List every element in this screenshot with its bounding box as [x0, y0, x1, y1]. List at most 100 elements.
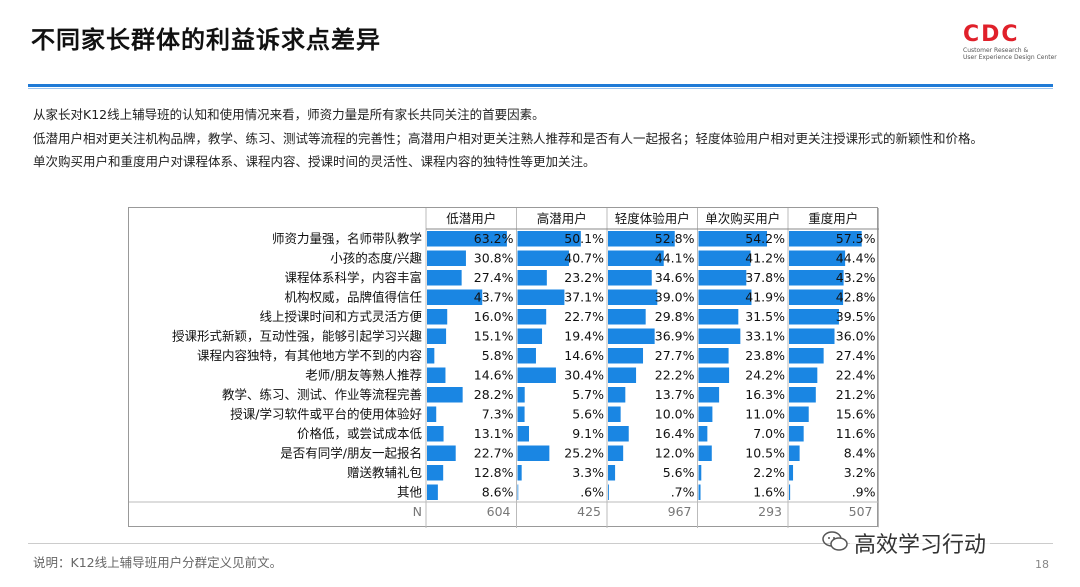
data-label: 9.1% [572, 426, 604, 441]
bar [517, 484, 519, 500]
data-label: 57.5% [836, 231, 876, 246]
data-label: 50.1% [564, 231, 604, 246]
row-label: 其他 [397, 485, 423, 500]
bar [608, 309, 646, 325]
bar [608, 348, 644, 364]
data-label: 30.8% [474, 251, 514, 266]
bar [698, 348, 729, 364]
page-title: 不同家长群体的利益诉求点差异 [31, 26, 381, 54]
data-label: 14.6% [474, 368, 514, 383]
n-value: 604 [487, 504, 511, 519]
bar [517, 445, 550, 461]
data-label: 11.6% [836, 426, 876, 441]
row-label: 师资力量强，名师带队教学 [272, 231, 422, 246]
row-label: 授课形式新颖，互动性强，能够引起学习兴趣 [172, 329, 423, 344]
bar [789, 406, 809, 422]
data-label: 24.2% [745, 368, 785, 383]
data-label: 34.6% [655, 270, 695, 285]
bar [427, 484, 438, 500]
bar [698, 231, 768, 247]
data-label: 22.7% [564, 309, 604, 324]
bar [698, 270, 747, 286]
column-header: 低潜用户 [446, 211, 496, 226]
data-label: 10.0% [655, 407, 695, 422]
data-label: 39.5% [836, 309, 876, 324]
data-label: 44.4% [836, 251, 876, 266]
data-label: 28.2% [474, 387, 514, 402]
bar [698, 484, 701, 500]
bar [698, 445, 712, 461]
bar [608, 328, 655, 344]
bar [789, 250, 846, 266]
bar [517, 367, 556, 383]
header-divider-thin [28, 88, 1053, 89]
data-label: 52.8% [655, 231, 695, 246]
data-label: 23.8% [745, 348, 785, 363]
data-label: 41.9% [745, 290, 785, 305]
bar [789, 484, 791, 500]
bar [517, 406, 525, 422]
bar [789, 426, 804, 442]
bar [789, 231, 862, 247]
bar [789, 309, 839, 325]
data-label: 36.9% [655, 329, 695, 344]
row-label: 老师/朋友等熟人推荐 [305, 368, 422, 383]
bar [608, 387, 626, 403]
data-label: 7.3% [482, 407, 514, 422]
bar [789, 445, 800, 461]
row-label: 是否有同学/朋友一起报名 [280, 446, 422, 461]
data-label: 33.1% [745, 329, 785, 344]
bar [517, 328, 543, 344]
footnote: 说明：K12线上辅导班用户分群定义见前文。 [33, 555, 283, 570]
column-header: 轻度体验用户 [615, 211, 690, 226]
data-label: 5.6% [663, 465, 695, 480]
row-label: 机构权威，品牌值得信任 [284, 290, 422, 305]
bar [608, 465, 616, 481]
data-label: 43.7% [474, 290, 514, 305]
data-label: 22.2% [655, 368, 695, 383]
bar [427, 348, 435, 364]
bar [517, 309, 547, 325]
row-label: 赠送教辅礼包 [347, 465, 422, 480]
row-label: 线上授课时间和方式灵活方便 [259, 309, 422, 324]
bar [427, 367, 446, 383]
data-label: .9% [852, 485, 876, 500]
bar [517, 289, 565, 305]
bar [698, 387, 720, 403]
data-label: 8.6% [482, 485, 514, 500]
data-label: 15.1% [474, 329, 514, 344]
column-header: 重度用户 [808, 211, 858, 226]
intro-line-3: 单次购买用户和重度用户对课程体系、课程内容、授课时间的灵活性、课程内容的独特性等… [33, 154, 596, 169]
data-label: .6% [580, 485, 604, 500]
data-label: 41.2% [745, 251, 785, 266]
data-label: 11.0% [745, 407, 785, 422]
bar [427, 309, 448, 325]
column-header: 高潜用户 [537, 211, 587, 226]
bar [517, 387, 525, 403]
data-label: 3.3% [572, 465, 604, 480]
data-label: 23.2% [564, 270, 604, 285]
bar [427, 445, 456, 461]
bar [608, 289, 658, 305]
bar [789, 465, 794, 481]
data-label: 1.6% [753, 485, 785, 500]
data-label: 16.0% [474, 309, 514, 324]
bar [427, 270, 462, 286]
data-label: 25.2% [564, 446, 604, 461]
bar [427, 465, 444, 481]
bar [427, 231, 507, 247]
data-label: 31.5% [745, 309, 785, 324]
data-label: 54.2% [745, 231, 785, 246]
logo-text: CDC [963, 22, 1020, 47]
row-label: 教学、练习、测试、作业等流程完善 [222, 387, 422, 402]
data-label: 19.4% [564, 329, 604, 344]
intro-line-1: 从家长对K12线上辅导班的认知和使用情况来看，师资力量是所有家长共同关注的首要因… [33, 107, 545, 122]
bar [608, 270, 652, 286]
data-label: 27.4% [474, 270, 514, 285]
data-label: 15.6% [836, 407, 876, 422]
logo-subtitle-2: User Experience Design Center [963, 54, 1057, 61]
data-label: .7% [671, 485, 695, 500]
bar [789, 289, 844, 305]
page-number: 18 [1035, 558, 1049, 571]
bar [698, 426, 708, 442]
